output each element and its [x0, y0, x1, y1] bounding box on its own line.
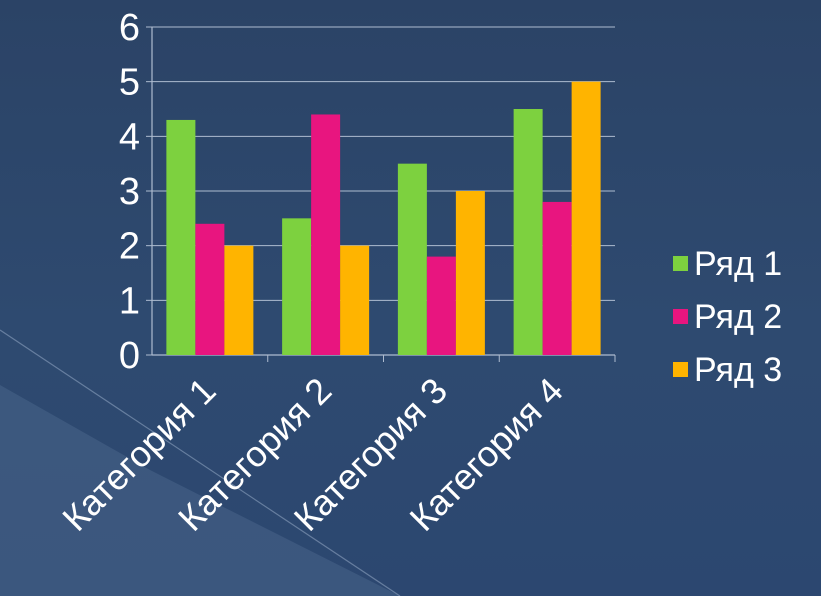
legend-swatch-3	[673, 362, 688, 377]
y-tick-label: 6	[119, 7, 140, 49]
legend-swatch-2	[673, 309, 688, 324]
y-tick-label: 1	[119, 280, 140, 322]
bars	[166, 81, 601, 356]
legend: Ряд 1 Ряд 2 Ряд 3	[673, 245, 782, 389]
bar-1-2	[282, 218, 312, 355]
bar-2-3	[426, 256, 456, 355]
bar-3-4	[571, 81, 601, 356]
legend-label-1: Ряд 1	[694, 245, 782, 283]
background-decor-line	[0, 329, 401, 596]
y-tick-label: 2	[119, 226, 140, 268]
bar-1-4	[513, 109, 543, 355]
bar-2-4	[542, 201, 572, 355]
background-decor-shape	[0, 385, 400, 596]
y-tick-label: 0	[119, 335, 140, 377]
bar-3-3	[455, 191, 485, 355]
y-tick-label: 3	[119, 171, 140, 213]
legend-swatch-1	[673, 256, 688, 271]
bar-3-2	[340, 245, 370, 355]
y-tick-labels: 0 1 2 3 4 5 6	[119, 7, 140, 377]
bar-3-1	[224, 245, 254, 355]
bar-2-2	[311, 114, 341, 355]
y-tick-label: 4	[119, 116, 140, 158]
legend-label-3: Ряд 3	[694, 351, 782, 389]
y-tick-label: 5	[119, 62, 140, 104]
legend-label-2: Ряд 2	[694, 298, 782, 336]
bar-2-1	[195, 223, 225, 355]
bar-1-3	[397, 163, 427, 355]
bar-1-1	[166, 119, 196, 355]
